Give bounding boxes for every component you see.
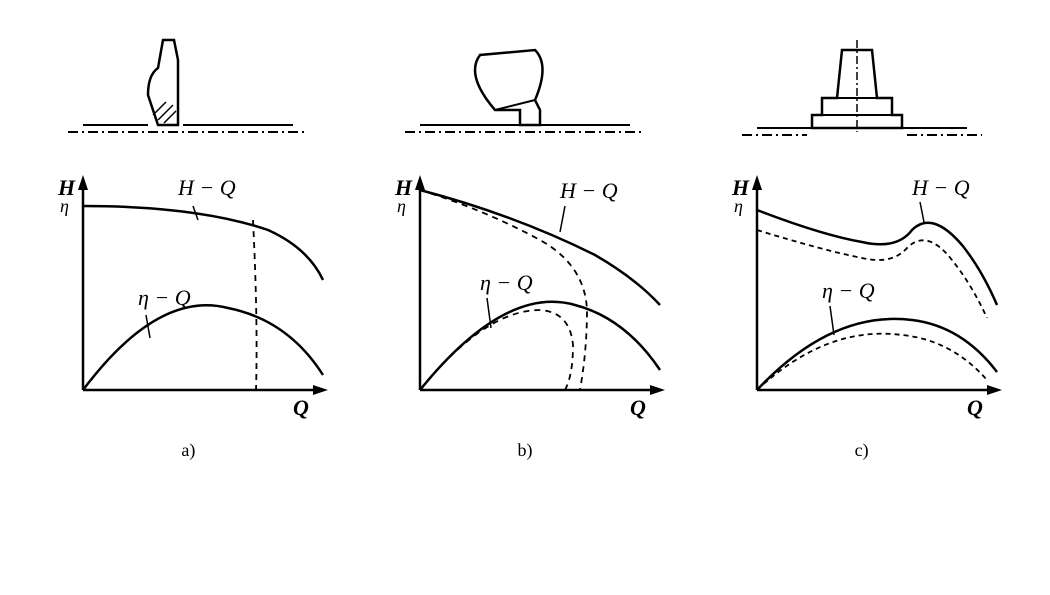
caption-a: a)	[181, 440, 195, 461]
chart-a: H η Q H − Q η − Q	[28, 150, 348, 430]
caption-c: c)	[855, 440, 869, 461]
y-label-eta: η	[60, 196, 69, 216]
impeller-a	[28, 20, 348, 150]
chart-b: H η Q H − Q η − Q	[365, 150, 685, 430]
y-arrow	[752, 175, 762, 190]
eq-curve-a	[83, 305, 323, 390]
chart-c: H η Q H − Q η − Q	[702, 150, 1022, 430]
impeller-shape-c	[742, 40, 982, 135]
impeller-shape-b	[405, 50, 645, 132]
x-label-q: Q	[293, 395, 309, 420]
x-label-q: Q	[967, 395, 983, 420]
hq-leader-c	[920, 202, 924, 222]
eq-curve-c	[757, 319, 997, 390]
eq-label-b: η − Q	[480, 270, 533, 295]
y-arrow	[415, 175, 425, 190]
impeller-b	[365, 20, 685, 150]
panel-a: H η Q H − Q η − Q a)	[28, 20, 348, 461]
dashed-eq-c	[757, 334, 987, 390]
y-label-eta: η	[734, 196, 743, 216]
hq-label-b: H − Q	[559, 178, 618, 203]
eq-label-c: η − Q	[822, 278, 875, 303]
caption-b: b)	[517, 440, 532, 461]
y-label-eta: η	[397, 196, 406, 216]
hq-label-c: H − Q	[911, 175, 970, 200]
hq-curve-a	[83, 206, 323, 280]
dashed-eq-b	[420, 310, 573, 390]
panels-container: H η Q H − Q η − Q a)	[20, 20, 1030, 461]
impeller-c	[702, 20, 1022, 150]
eq-curve-b	[420, 302, 660, 390]
x-arrow	[650, 385, 665, 395]
dashed-a	[253, 220, 257, 390]
eq-label-a: η − Q	[138, 285, 191, 310]
x-label-q: Q	[630, 395, 646, 420]
hq-label-a: H − Q	[177, 175, 236, 200]
eq-leader-c	[830, 306, 834, 335]
hq-leader-b	[560, 206, 565, 232]
hq-curve-b	[420, 190, 660, 305]
panel-b: H η Q H − Q η − Q b)	[365, 20, 685, 461]
x-arrow	[987, 385, 1002, 395]
hq-curve-c	[757, 210, 997, 305]
y-arrow	[78, 175, 88, 190]
panel-c: H η Q H − Q η − Q c)	[702, 20, 1022, 461]
x-arrow	[313, 385, 328, 395]
impeller-shape-a	[68, 40, 308, 132]
